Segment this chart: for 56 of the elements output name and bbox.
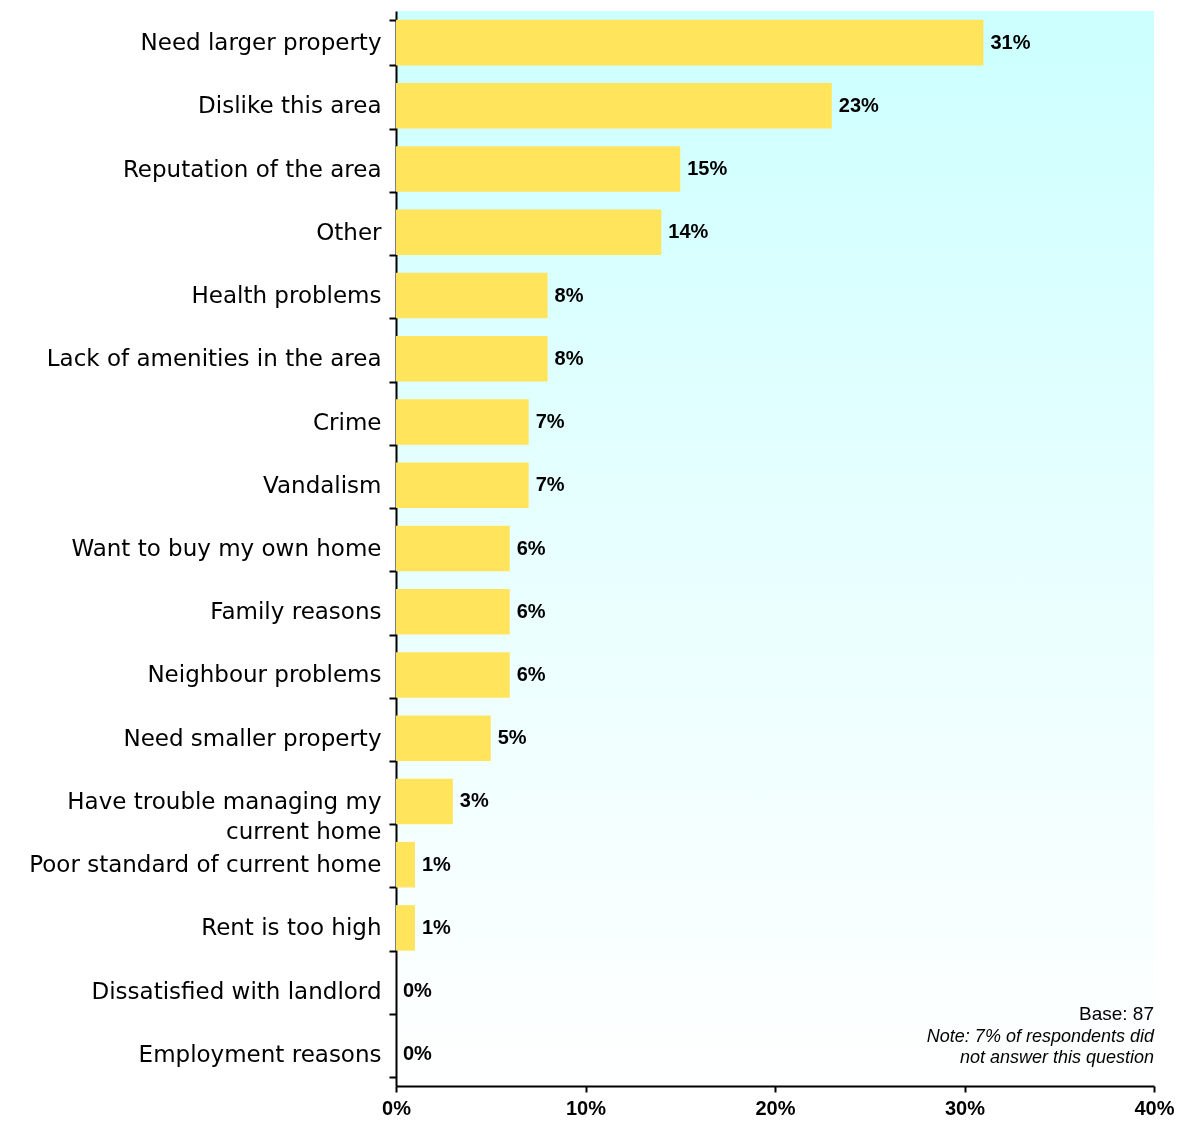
y-tick-label: Lack of amenities in the area [46, 345, 382, 372]
bar [396, 841, 415, 888]
y-tick-label: Family reasons [210, 598, 382, 625]
bar [396, 19, 984, 66]
data-label: 7% [535, 410, 565, 433]
x-tick-label: 30% [944, 1096, 986, 1119]
data-label: 15% [687, 157, 728, 180]
data-label: 6% [516, 662, 546, 685]
data-label: 14% [668, 220, 709, 243]
data-label: 8% [554, 346, 584, 369]
bar [396, 209, 662, 256]
x-tick-label: 0% [382, 1096, 412, 1119]
y-tick-label: Reputation of the area [122, 155, 382, 182]
y-tick-label: Dislike this area [198, 92, 382, 119]
bar [396, 588, 510, 635]
y-tick-label: Crime [313, 408, 382, 435]
y-tick-label: Employment reasons [138, 1040, 382, 1067]
bar [396, 83, 832, 129]
data-label: 7% [535, 473, 565, 496]
data-label: 6% [516, 599, 546, 622]
bar [396, 272, 548, 319]
annotation: Base: 87 [1079, 1003, 1154, 1024]
data-label: 1% [421, 915, 452, 938]
y-tick-label: Health problems [191, 282, 382, 309]
y-tick-label: Dissatisfied with landlord [91, 977, 382, 1004]
y-tick-label: Need smaller property [123, 724, 382, 751]
x-tick-label: 10% [565, 1096, 607, 1119]
data-label: 0% [403, 1042, 433, 1065]
bar [396, 146, 681, 192]
annotation: Note: 7% of respondents did not answer this question [926, 1026, 1155, 1067]
x-tick-label: 40% [1134, 1096, 1175, 1119]
x-tick-label: 20% [755, 1096, 796, 1119]
y-tick-label: Other [316, 218, 383, 245]
data-label: 1% [421, 852, 452, 875]
bar [396, 336, 548, 382]
data-label: 5% [497, 726, 527, 749]
bar [396, 715, 491, 761]
y-tick-label: Poor standard of current home [29, 851, 382, 878]
bar [396, 905, 415, 951]
data-label: 8% [554, 283, 584, 306]
y-tick-label: Want to buy my own home [71, 535, 382, 561]
data-label: 6% [516, 536, 546, 559]
bar [396, 778, 453, 825]
bar [396, 525, 510, 572]
y-tick-label: Neighbour problems [147, 661, 382, 688]
y-tick-label: Need larger property [140, 29, 382, 56]
data-label: 0% [403, 979, 433, 1002]
bar [396, 652, 510, 698]
bar [396, 462, 529, 509]
bar [396, 399, 529, 445]
y-tick-label: Rent is too high [201, 914, 382, 941]
y-tick-label: Vandalism [263, 471, 382, 498]
data-label: 23% [838, 93, 880, 116]
data-label: 3% [459, 789, 489, 812]
data-label: 31% [990, 30, 1031, 53]
y-tick-label: Have trouble managing my current home [67, 787, 382, 844]
